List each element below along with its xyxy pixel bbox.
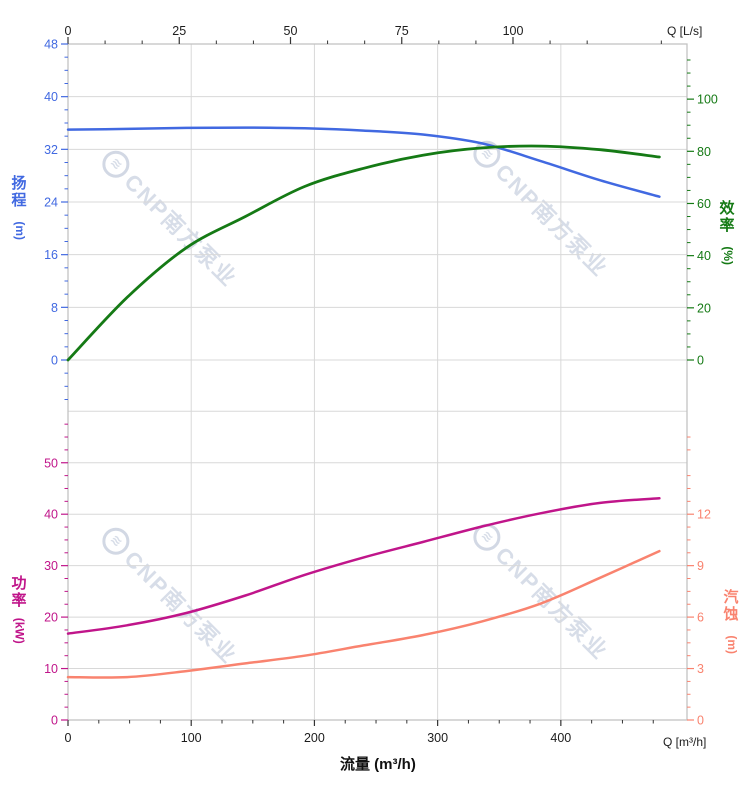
svg-text:100: 100 <box>503 24 524 38</box>
svg-text:50: 50 <box>44 456 58 470</box>
npsh-axis-unit-wrap: (m) <box>722 629 741 661</box>
svg-text:12: 12 <box>697 508 711 522</box>
svg-text:200: 200 <box>304 731 325 745</box>
head-axis-title-char: 程 <box>11 191 27 209</box>
svg-text:50: 50 <box>284 24 298 38</box>
head-axis-unit: (m) <box>12 221 27 240</box>
svg-text:0: 0 <box>65 731 72 745</box>
head-axis-title: 扬 程 (m) <box>8 175 30 247</box>
npsh-axis-title-char: 汽 <box>723 589 739 606</box>
svg-text:8: 8 <box>51 301 58 315</box>
npsh-axis-unit: (m) <box>724 635 739 654</box>
svg-text:0: 0 <box>51 354 58 368</box>
svg-text:20: 20 <box>44 611 58 625</box>
svg-text:75: 75 <box>395 24 409 38</box>
svg-text:100: 100 <box>181 731 202 745</box>
svg-text:0: 0 <box>697 714 704 728</box>
top-x-axis-unit-label: Q [L/s] <box>667 24 703 38</box>
svg-text:0: 0 <box>65 24 72 38</box>
svg-text:0: 0 <box>51 714 58 728</box>
svg-text:10: 10 <box>44 662 58 676</box>
head-axis-title-char: 扬 <box>11 175 27 192</box>
power-curve <box>66 497 661 635</box>
svg-text:24: 24 <box>44 196 58 210</box>
power-axis-title: 功 率 (kW) <box>6 575 32 647</box>
svg-text:40: 40 <box>44 90 58 104</box>
head-axis-unit-wrap: (m) <box>10 215 29 247</box>
power-axis-title-char: 功 <box>11 575 27 592</box>
power-axis-unit-wrap: (kW) <box>6 615 32 647</box>
svg-text:300: 300 <box>427 731 448 745</box>
svg-text:100: 100 <box>697 93 718 107</box>
flow-axis-title: 流量 (m³/h) <box>340 756 416 773</box>
efficiency-curve <box>66 144 661 362</box>
svg-text:9: 9 <box>697 559 704 573</box>
efficiency-axis-title: 效 率 (%) <box>716 200 738 272</box>
svg-text:48: 48 <box>44 38 58 52</box>
power-axis-title-char: 率 <box>11 591 27 609</box>
svg-text:40: 40 <box>44 508 58 522</box>
svg-text:6: 6 <box>697 611 704 625</box>
svg-text:60: 60 <box>697 197 711 211</box>
efficiency-axis-unit-wrap: (%) <box>718 240 737 272</box>
svg-text:80: 80 <box>697 145 711 159</box>
npsh-axis-title-char: 蚀 <box>723 605 739 623</box>
svg-text:32: 32 <box>44 143 58 157</box>
power-axis-unit: (kW) <box>12 617 27 644</box>
svg-text:400: 400 <box>550 731 571 745</box>
npsh-axis-title: 汽 蚀 (m) <box>720 589 742 661</box>
svg-text:25: 25 <box>172 24 186 38</box>
efficiency-axis-unit: (%) <box>720 246 735 265</box>
svg-text:20: 20 <box>697 301 711 315</box>
svg-text:3: 3 <box>697 662 704 676</box>
svg-text:30: 30 <box>44 559 58 573</box>
svg-text:16: 16 <box>44 248 58 262</box>
efficiency-axis-title-char: 效 <box>719 200 735 217</box>
efficiency-axis-title-char: 率 <box>719 216 735 234</box>
svg-text:40: 40 <box>697 249 711 263</box>
npsh-curve <box>66 549 661 679</box>
svg-text:0: 0 <box>697 354 704 368</box>
head-curve <box>66 126 661 198</box>
bottom-x-axis-unit-label: Q [m³/h] <box>663 735 707 749</box>
